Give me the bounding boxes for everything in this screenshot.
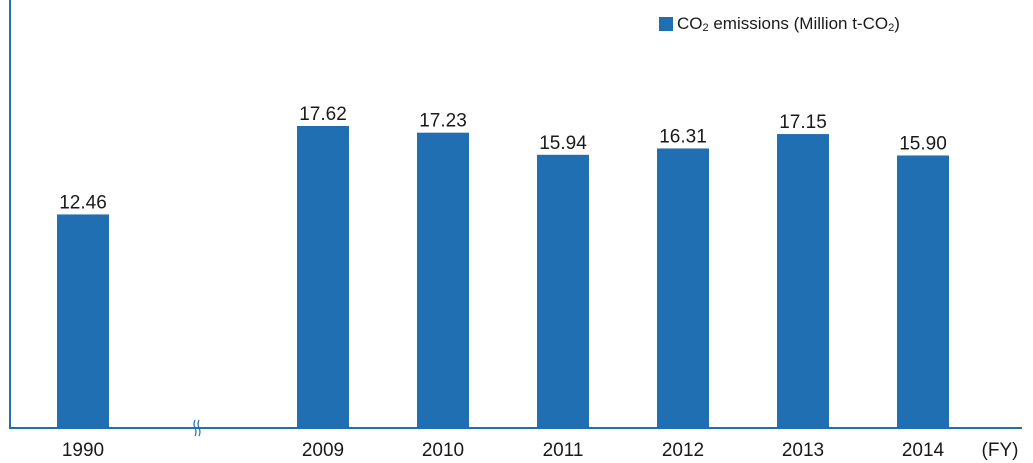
legend-swatch: [659, 17, 673, 31]
x-tick-label-2013: 2013: [782, 440, 824, 461]
x-tick-label-1990: 1990: [62, 440, 104, 461]
data-label-2012: 16.31: [659, 126, 707, 147]
axis-break-mark: [197, 419, 201, 437]
data-label-2011: 15.94: [539, 133, 587, 154]
data-label-2010: 17.23: [419, 111, 467, 132]
chart-legend: CO2 emissions (Million t-CO2): [659, 14, 900, 34]
x-tick-label-2014: 2014: [902, 440, 945, 461]
bar-2014: [897, 155, 949, 428]
x-tick-label-2011: 2011: [543, 440, 584, 461]
bar-1990: [57, 214, 109, 428]
axis-break-mark: [193, 419, 197, 437]
x-tick-label-2010: 2010: [422, 440, 464, 461]
bar-2011: [537, 154, 589, 429]
bar-2010: [417, 132, 469, 428]
legend-label: CO2 emissions (Million t-CO2): [677, 14, 900, 34]
data-label-2013: 17.15: [779, 112, 827, 133]
x-tick-label-2009: 2009: [302, 440, 344, 461]
bar-2009: [297, 125, 349, 429]
x-tick-label-2012: 2012: [662, 440, 704, 461]
x-axis-unit-label: (FY): [982, 440, 1019, 461]
data-label-2009: 17.62: [299, 104, 347, 125]
bar-2012: [657, 148, 709, 428]
bar-2013: [777, 134, 829, 428]
data-label-1990: 12.46: [59, 192, 107, 213]
data-label-2014: 15.90: [899, 133, 947, 154]
